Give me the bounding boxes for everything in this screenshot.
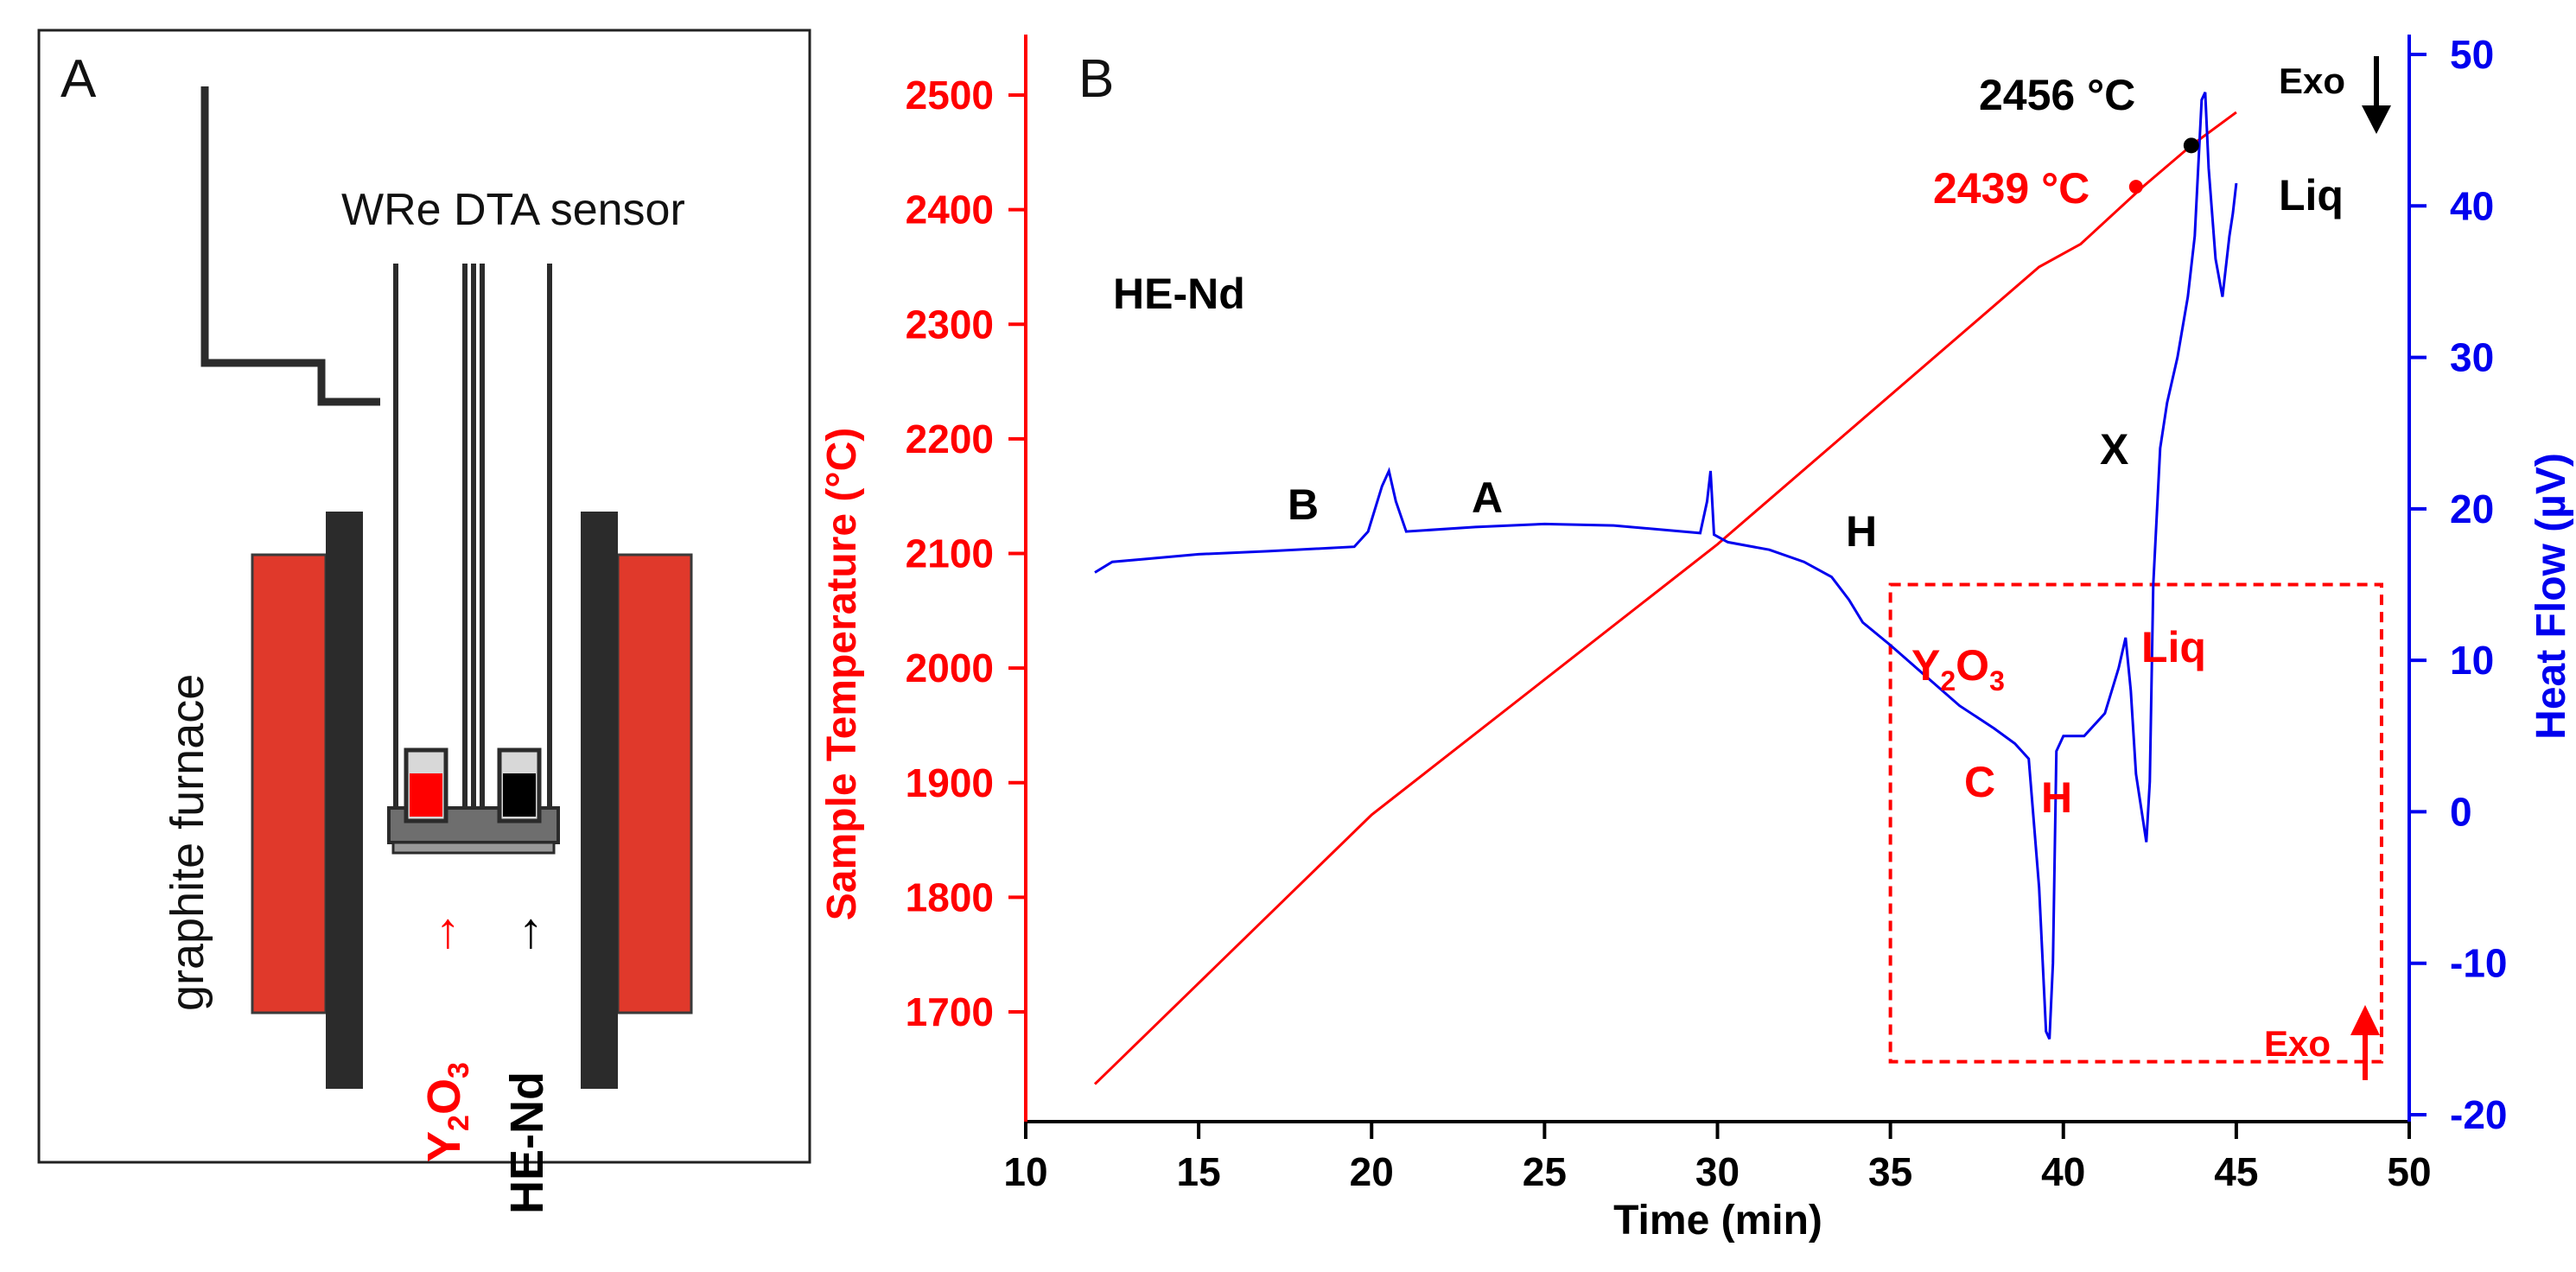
test-arrow: → <box>494 909 550 959</box>
right-tick-label: -10 <box>2450 941 2507 986</box>
temperature-series-line <box>1093 111 2237 1085</box>
annotation-2456: 2456 °C <box>1979 71 2135 119</box>
right-tick-label: 20 <box>2450 487 2494 531</box>
annotation-x: X <box>2100 425 2128 474</box>
annotation-c: C <box>1964 758 1995 806</box>
right-tick-label: -20 <box>2450 1092 2507 1137</box>
x-tick-label: 35 <box>1868 1149 1912 1194</box>
annotation-h-black: H <box>1846 507 1877 556</box>
x-tick-label: 10 <box>1003 1149 1047 1194</box>
test-sample <box>503 773 536 817</box>
left-tick-label: 1700 <box>906 989 994 1034</box>
left-tick-label: 2200 <box>906 417 994 461</box>
plate-rim <box>391 841 556 855</box>
left-tick-label: 2300 <box>906 302 994 347</box>
left-axis-ticks: 1700 1800 1900 2000 2100 2200 2300 2400 2500 <box>906 73 1026 1034</box>
annotation-2439: 2439 °C <box>1933 164 2089 213</box>
heater-left <box>251 553 328 1014</box>
left-tick-label: 1900 <box>906 760 994 805</box>
chart-panel-b: B 10 15 20 25 30 35 40 45 50 1700 1800 1900 2000 210… <box>819 32 2574 1243</box>
left-tick-label: 2500 <box>906 73 994 118</box>
annotation-h-red: H <box>2041 773 2072 822</box>
panel-a-label: A <box>60 49 97 109</box>
left-tick-label: 2100 <box>906 531 994 576</box>
left-tick-label: 1800 <box>906 874 994 919</box>
x-tick-label: 40 <box>2041 1149 2085 1194</box>
furnace-label: graphite furnace <box>162 674 213 1011</box>
marker-2456 <box>2183 137 2199 154</box>
ref-arrow: → <box>411 909 467 959</box>
inset-box <box>1888 582 2383 1064</box>
annotation-liq-red: Liq <box>2141 623 2206 671</box>
annotation-liq-top: Liq <box>2279 171 2344 219</box>
annotation-sample-name: HE-Nd <box>1113 270 1245 318</box>
x-axis-ticks: 10 15 20 25 30 35 40 45 50 <box>1003 1122 2432 1194</box>
x-tick-label: 20 <box>1350 1149 1394 1194</box>
x-axis-title: Time (min) <box>1613 1198 1822 1243</box>
ref-sample <box>410 773 442 817</box>
right-tick-label: 10 <box>2450 638 2494 683</box>
furnace-wall-left <box>326 512 363 1089</box>
sensor-label: WRe DTA sensor <box>341 185 685 235</box>
x-tick-label: 50 <box>2387 1149 2431 1194</box>
annotation-a: A <box>1472 474 1503 522</box>
right-tick-label: 0 <box>2450 789 2472 834</box>
test-sample-label: HE-Nd <box>501 1072 553 1214</box>
right-tick-label: 40 <box>2450 183 2494 228</box>
heater-right <box>616 553 693 1014</box>
panel-a-frame <box>37 29 811 1164</box>
x-tick-label: 25 <box>1523 1149 1567 1194</box>
annotation-exo-top: Exo <box>2279 60 2345 101</box>
left-tick-label: 2000 <box>906 646 994 690</box>
marker-2439 <box>2128 180 2143 194</box>
right-tick-label: 50 <box>2450 32 2494 77</box>
exo-up-arrow <box>2350 1005 2380 1080</box>
x-tick-label: 30 <box>1695 1149 1740 1194</box>
annotation-b: B <box>1288 480 1319 529</box>
annotation-exo-bottom: Exo <box>2264 1023 2331 1064</box>
sensor-lead-line <box>200 86 380 406</box>
annotation-oxide: Y2O3 <box>1911 641 2005 696</box>
left-axis-title: Sample Temperature (°C) <box>819 428 865 920</box>
panel-a: A WRe DTA sensor → Y2O3 → HE-Nd <box>37 29 811 1214</box>
x-tick-label: 45 <box>2214 1149 2258 1194</box>
right-tick-label: 30 <box>2450 335 2494 380</box>
exo-down-arrow <box>2362 56 2391 134</box>
right-axis-title: Heat Flow (µV) <box>2528 453 2574 740</box>
panel-b-label: B <box>1078 49 1114 109</box>
ref-sample-label: Y2O3 <box>418 1062 475 1162</box>
heat-flow-series-line <box>1094 92 2238 1040</box>
left-tick-label: 2400 <box>906 188 994 232</box>
right-axis-ticks: -20 -10 0 10 20 30 40 50 <box>2409 32 2507 1137</box>
furnace-wall-right <box>581 512 618 1089</box>
x-tick-label: 15 <box>1177 1149 1221 1194</box>
